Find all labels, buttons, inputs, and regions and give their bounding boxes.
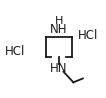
Text: HCl: HCl — [78, 29, 98, 42]
Text: HCl: HCl — [5, 45, 25, 58]
Text: HN: HN — [50, 62, 68, 75]
Text: NH: NH — [50, 23, 68, 36]
Text: H: H — [55, 16, 63, 26]
